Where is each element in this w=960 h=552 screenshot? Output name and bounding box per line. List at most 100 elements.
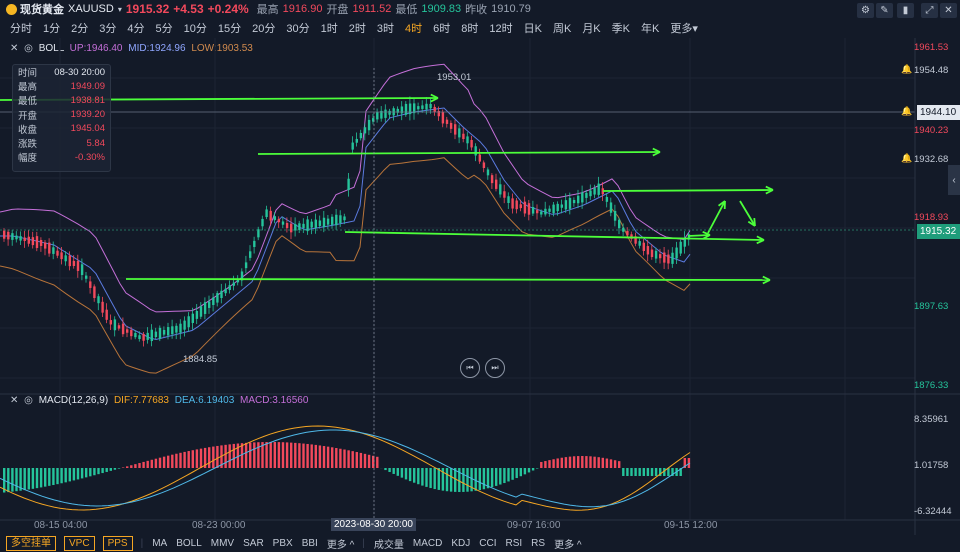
alert-bell-icon[interactable]: 🔔 <box>901 64 913 74</box>
candle-body <box>499 184 502 195</box>
crosshair-price-tag: 1944.10 <box>917 105 960 120</box>
gold-icon <box>6 3 17 15</box>
indicator-settings-icon[interactable]: ◎ <box>24 395 33 406</box>
macd-bar <box>470 468 473 492</box>
pps-button[interactable]: PPS <box>102 536 133 551</box>
step-back-icon[interactable]: ⏮ <box>460 358 480 378</box>
candle-body <box>285 222 289 229</box>
macd-bar <box>27 468 30 490</box>
timeframe-20[interactable]: 季K <box>611 23 630 35</box>
timeframe-2[interactable]: 2分 <box>71 23 89 35</box>
indicator-rsi[interactable]: RSI <box>505 538 523 549</box>
symbol-code[interactable]: XAUUSD <box>68 3 114 15</box>
symbol-name[interactable]: 现货黄金 <box>20 4 64 16</box>
timeframe-0[interactable]: 分时 <box>10 23 32 35</box>
price-chart[interactable] <box>0 38 960 535</box>
indicator-bbi[interactable]: BBI <box>301 538 318 549</box>
indicator-more-main[interactable]: 更多 ^ <box>326 540 355 551</box>
candle-body <box>298 223 301 230</box>
timeframe-16[interactable]: 12时 <box>489 23 513 35</box>
timeframe-9[interactable]: 30分 <box>286 23 310 35</box>
boll-middle-band <box>0 107 691 341</box>
macd-header: ✕ ◎ MACD(12,26,9) DIF:7.77683 DEA:6.1940… <box>10 395 308 406</box>
timeframe-10[interactable]: 1时 <box>320 23 338 35</box>
candle-body <box>478 154 481 162</box>
open-label: 开盘 <box>326 4 349 16</box>
indicator-rs[interactable]: RS <box>531 538 546 549</box>
indicator-settings-icon[interactable]: ◎ <box>24 43 33 54</box>
indicator-kdj[interactable]: KDJ <box>451 538 471 549</box>
timeframe-4[interactable]: 4分 <box>127 23 145 35</box>
timeframe-14[interactable]: 6时 <box>433 23 451 35</box>
indicator-more-sub[interactable]: 更多 ^ <box>554 540 582 551</box>
boll-name[interactable]: BOLL <box>38 43 64 54</box>
timeframe-15[interactable]: 8时 <box>461 23 479 35</box>
macd-bar <box>609 459 613 468</box>
macd-bar <box>527 468 531 473</box>
macd-bar <box>117 468 121 469</box>
candle-body <box>490 175 494 184</box>
indicator-ma[interactable]: MA <box>152 538 168 549</box>
timeframe-13[interactable]: 4时 <box>405 23 423 35</box>
timeframe-8[interactable]: 20分 <box>252 23 276 35</box>
indicator-volume[interactable]: 成交量 <box>373 540 404 551</box>
timeframe-1[interactable]: 1分 <box>43 23 61 35</box>
candle-body <box>408 103 412 115</box>
boll-lower-band <box>0 157 691 374</box>
macd-bar <box>441 468 445 491</box>
candle-body <box>380 110 383 119</box>
macd-bar <box>482 468 486 490</box>
candle-body <box>171 326 174 335</box>
timeframe-21[interactable]: 年K <box>641 23 660 35</box>
timeframe-12[interactable]: 3时 <box>376 23 394 35</box>
candle-body <box>536 210 539 214</box>
indicator-sar[interactable]: SAR <box>243 538 264 549</box>
macd-bar <box>413 468 416 483</box>
candle-body <box>564 200 568 210</box>
macd-bar <box>458 468 461 492</box>
candle-body <box>339 215 342 224</box>
candle-body <box>626 230 629 236</box>
alert-bell-icon[interactable]: 🔔 <box>901 106 913 116</box>
collapse-icon[interactable]: ✕ <box>10 43 19 54</box>
chart-settings-icon[interactable]: ⚙ <box>857 3 874 18</box>
timeframe-19[interactable]: 月K <box>582 23 601 35</box>
macd-name[interactable]: MACD(12,26,9) <box>38 395 109 406</box>
collapse-icon[interactable]: ✕ <box>10 395 19 406</box>
pending-orders-button[interactable]: 多空挂单 <box>6 536 56 551</box>
open-value: 1911.52 <box>352 3 392 15</box>
timeframe-5[interactable]: 5分 <box>155 23 173 35</box>
step-forward-icon[interactable]: ⏭ <box>485 358 505 378</box>
fullscreen-icon[interactable]: ⤢ <box>921 3 938 18</box>
candle-body <box>187 316 190 328</box>
timeframe-11[interactable]: 2时 <box>348 23 366 35</box>
close-icon[interactable]: ✕ <box>940 3 957 18</box>
timeframe-7[interactable]: 15分 <box>217 23 242 35</box>
candle-body <box>618 219 621 229</box>
candle-body <box>175 325 178 333</box>
macd-bar <box>347 450 350 468</box>
timeframe-6[interactable]: 10分 <box>183 23 207 35</box>
symbol-dropdown-icon[interactable]: ▾ <box>117 4 122 14</box>
vpc-button[interactable]: VPC <box>64 536 95 551</box>
candle-body <box>474 146 477 156</box>
timeframe-18[interactable]: 周K <box>552 23 572 35</box>
alert-bell-icon[interactable]: 🔔 <box>901 153 913 163</box>
indicator-pbx[interactable]: PBX <box>272 538 293 549</box>
bookmark-icon[interactable]: ▮ <box>897 3 914 18</box>
candle-body <box>634 236 637 244</box>
indicator-boll[interactable]: BOLL <box>176 538 202 549</box>
collapse-panel-icon[interactable]: ‹ <box>948 165 960 195</box>
candle-body <box>540 211 543 215</box>
indicator-mmv[interactable]: MMV <box>210 538 235 549</box>
indicator-cci[interactable]: CCI <box>479 538 497 549</box>
draw-tool-icon[interactable]: ✎ <box>876 3 893 18</box>
ohlc-row-high: 最高 1949.09 <box>18 80 105 94</box>
macd-bar <box>663 468 666 476</box>
indicator-macd[interactable]: MACD <box>412 538 443 549</box>
timeframe-22[interactable]: 更多▾ <box>670 23 698 35</box>
timeframe-3[interactable]: 3分 <box>99 23 117 35</box>
macd-bar <box>224 444 227 468</box>
timeframe-17[interactable]: 日K <box>523 23 542 35</box>
macd-bar <box>187 451 190 468</box>
